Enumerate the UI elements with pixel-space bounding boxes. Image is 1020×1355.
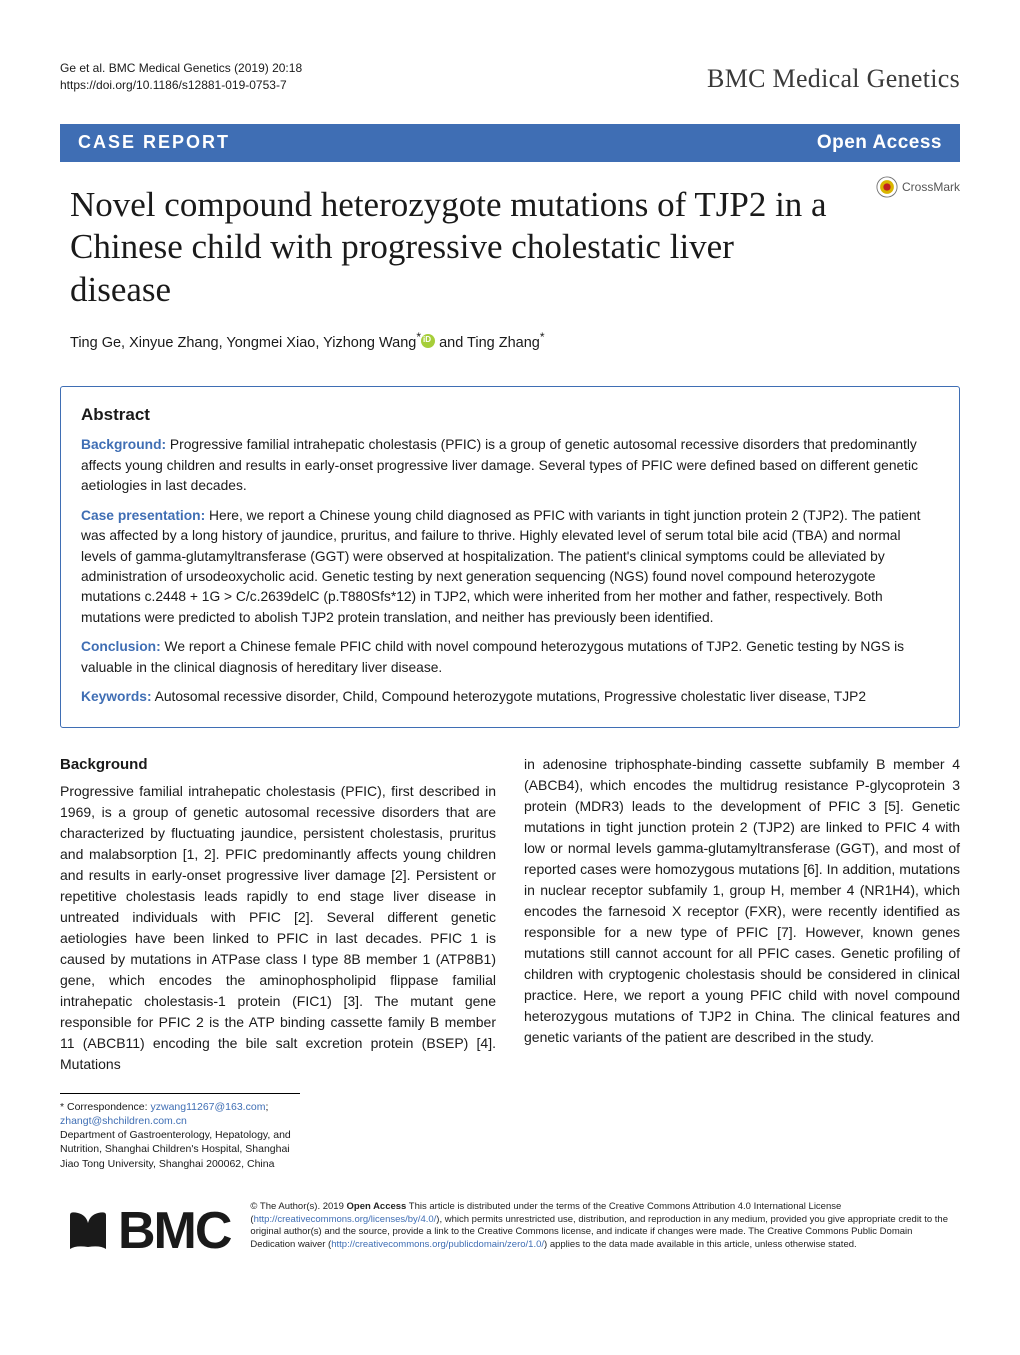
crossmark-label: CrossMark: [902, 180, 960, 194]
article-type-label: CASE REPORT: [78, 132, 230, 153]
orcid-icon[interactable]: [421, 334, 435, 348]
title-text: Novel compound heterozygote mutations of…: [70, 185, 827, 309]
article-title: Novel compound heterozygote mutations of…: [70, 184, 950, 312]
open-access-label: Open Access: [817, 132, 942, 154]
background-heading: Background: [60, 754, 496, 777]
abstract-heading: Abstract: [81, 405, 939, 425]
abstract-case-label: Case presentation:: [81, 508, 205, 523]
authors-part-1: Ting Ge, Xinyue Zhang, Yongmei Xiao, Yiz…: [70, 334, 416, 350]
correspondence-email-1[interactable]: yzwang11267@163.com: [150, 1101, 265, 1113]
license-text-3: ) applies to the data made available in …: [544, 1239, 857, 1250]
article-type-banner: CASE REPORT Open Access: [60, 124, 960, 162]
citation-text-1: Ge et al. BMC Medical Genetics (2019) 20…: [60, 61, 302, 75]
running-head-left: Ge et al. BMC Medical Genetics (2019) 20…: [60, 60, 302, 94]
column-right: in adenosine triphosphate-binding casset…: [524, 754, 960, 1170]
correspondence-label: * Correspondence:: [60, 1101, 150, 1113]
citation-line: Ge et al. BMC Medical Genetics (2019) 20…: [60, 60, 302, 77]
correspondence-affiliation: Department of Gastroenterology, Hepatolo…: [60, 1128, 300, 1171]
license-text: © The Author(s). 2019 Open Access This a…: [250, 1201, 956, 1252]
body-columns: Background Progressive familial intrahep…: [60, 754, 960, 1170]
abstract-keywords-label: Keywords:: [81, 689, 152, 704]
authors-part-2: and Ting Zhang: [435, 334, 540, 350]
license-cc-link[interactable]: http://creativecommons.org/licenses/by/4…: [254, 1214, 437, 1225]
abstract-case-text: Here, we report a Chinese young child di…: [81, 508, 920, 625]
license-open-access: Open Access: [347, 1201, 407, 1212]
abstract-case: Case presentation: Here, we report a Chi…: [81, 506, 939, 628]
background-para-1: Progressive familial intrahepatic choles…: [60, 781, 496, 1075]
license-pd-link[interactable]: http://creativecommons.org/publicdomain/…: [331, 1239, 544, 1250]
background-para-2: in adenosine triphosphate-binding casset…: [524, 754, 960, 1048]
corr-symbol: *: [540, 330, 545, 344]
abstract-conclusion-text: We report a Chinese female PFIC child wi…: [81, 639, 904, 674]
bmc-logo-text: BMC: [118, 1201, 230, 1261]
running-head: Ge et al. BMC Medical Genetics (2019) 20…: [60, 60, 960, 94]
abstract-background: Background: Progressive familial intrahe…: [81, 435, 939, 496]
abstract-background-label: Background:: [81, 437, 166, 452]
journal-name: BMC Medical Genetics: [707, 64, 960, 94]
correspondence-block: * Correspondence: yzwang11267@163.com; z…: [60, 1093, 300, 1171]
abstract-keywords: Keywords: Autosomal recessive disorder, …: [81, 687, 939, 707]
author-list: Ting Ge, Xinyue Zhang, Yongmei Xiao, Yiz…: [70, 330, 950, 351]
bmc-logo-icon: [64, 1207, 112, 1255]
title-block: CrossMark Novel compound heterozygote mu…: [60, 162, 960, 361]
abstract-box: Abstract Background: Progressive familia…: [60, 386, 960, 728]
bmc-logo: BMC: [64, 1201, 230, 1261]
abstract-conclusion: Conclusion: We report a Chinese female P…: [81, 637, 939, 678]
abstract-background-text: Progressive familial intrahepatic choles…: [81, 437, 918, 493]
column-left: Background Progressive familial intrahep…: [60, 754, 496, 1170]
page-footer: BMC © The Author(s). 2019 Open Access Th…: [60, 1201, 960, 1261]
correspondence-sep: ;: [265, 1101, 268, 1113]
crossmark-badge[interactable]: CrossMark: [876, 176, 960, 198]
abstract-conclusion-label: Conclusion:: [81, 639, 161, 654]
license-copyright: © The Author(s). 2019: [250, 1201, 346, 1212]
doi-line: https://doi.org/10.1186/s12881-019-0753-…: [60, 77, 302, 94]
abstract-keywords-text: Autosomal recessive disorder, Child, Com…: [152, 689, 866, 704]
correspondence-email-2[interactable]: zhangt@shchildren.com.cn: [60, 1115, 187, 1127]
crossmark-icon: [876, 176, 898, 198]
